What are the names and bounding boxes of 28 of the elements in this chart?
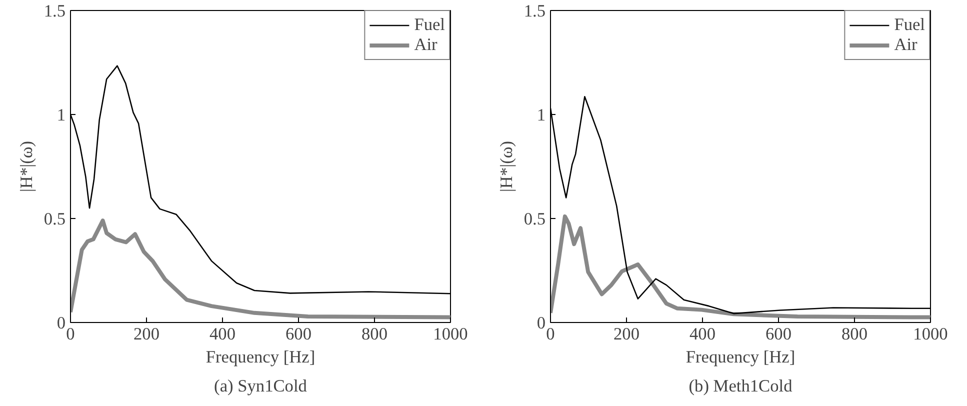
y-tick-label: 0.5 (524, 210, 546, 228)
x-tick-label: 200 (134, 324, 160, 344)
x-tick-label: 800 (842, 324, 868, 344)
y-tick-label: 1 (56, 106, 66, 124)
y-tick-label: 0.5 (44, 210, 66, 228)
x-tick-label: 600 (766, 324, 792, 344)
text: (a) Syn1Cold (214, 376, 308, 396)
y-tick-label: 1.5 (524, 2, 546, 20)
x-axis-title: Frequency [Hz] (206, 348, 316, 366)
x-tick-label: 400 (210, 324, 236, 344)
x-axis-title: Frequency [Hz] (686, 348, 796, 366)
x-tick-label: 1000 (913, 324, 948, 344)
legend-label: Fuel (414, 15, 445, 35)
x-tick-label: 800 (362, 324, 388, 344)
text: (b) Meth1Cold (688, 376, 793, 396)
legend-label: Air (414, 35, 438, 55)
x-tick-label: 200 (614, 324, 640, 344)
legend-label: Air (894, 35, 918, 55)
y-axis-title: |H*|(ω) (16, 140, 36, 192)
y-tick-label: 1 (536, 106, 546, 124)
x-tick-label: 600 (286, 324, 312, 344)
line-series (70, 218, 450, 320)
y-axis-title: |H*|(ω) (496, 140, 516, 192)
line-series (550, 214, 930, 320)
y-tick-label: 1.5 (44, 2, 66, 20)
x-tick-label: 400 (690, 324, 716, 344)
legend-label: Fuel (894, 15, 925, 35)
x-tick-label: 1000 (433, 324, 468, 344)
